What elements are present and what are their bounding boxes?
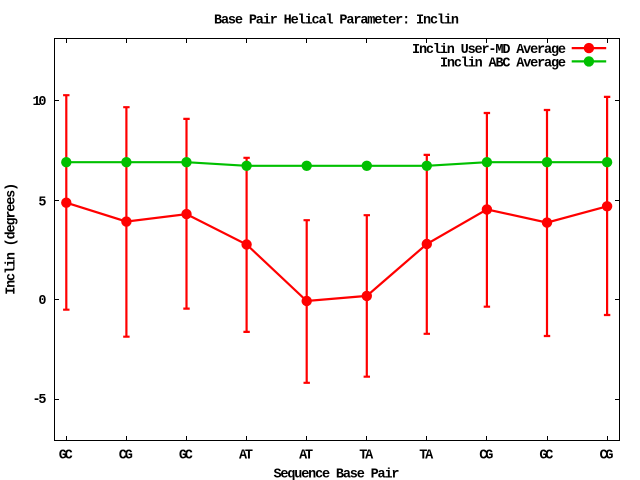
svg-text:AT: AT — [239, 449, 253, 464]
svg-text:TA: TA — [359, 449, 374, 464]
svg-text:Base Pair Helical Parameter: I: Base Pair Helical Parameter: Inclin — [214, 13, 459, 28]
svg-text:GC: GC — [59, 449, 73, 464]
svg-text:CG: CG — [600, 449, 614, 464]
svg-text:Inclin ABC Average: Inclin ABC Average — [440, 56, 566, 71]
svg-text:Inclin (degrees): Inclin (degrees) — [4, 183, 19, 295]
svg-text:0: 0 — [38, 294, 46, 309]
svg-text:Inclin User-MD Average: Inclin User-MD Average — [412, 43, 566, 58]
svg-text:-5: -5 — [33, 393, 47, 408]
svg-text:AT: AT — [299, 449, 313, 464]
svg-text:TA: TA — [419, 449, 434, 464]
svg-text:GC: GC — [539, 449, 553, 464]
svg-text:10: 10 — [33, 95, 47, 110]
svg-text:CG: CG — [479, 449, 493, 464]
svg-text:CG: CG — [119, 449, 133, 464]
svg-text:5: 5 — [38, 195, 46, 210]
svg-text:Sequence Base Pair: Sequence Base Pair — [274, 467, 400, 480]
svg-text:GC: GC — [179, 449, 193, 464]
